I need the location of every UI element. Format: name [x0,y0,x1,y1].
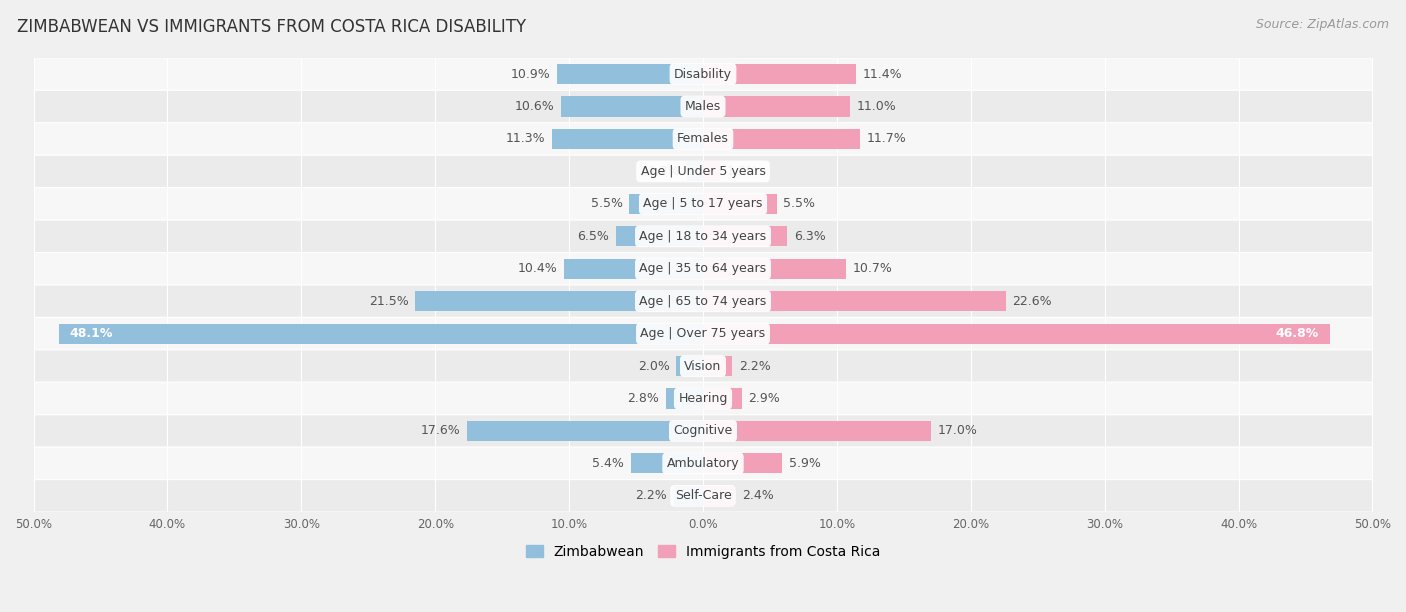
Text: Age | Over 75 years: Age | Over 75 years [641,327,765,340]
Text: 21.5%: 21.5% [368,295,408,308]
FancyBboxPatch shape [34,447,1372,480]
Text: 22.6%: 22.6% [1012,295,1052,308]
Text: 2.4%: 2.4% [742,490,773,502]
FancyBboxPatch shape [34,382,1372,415]
Bar [564,259,703,279]
Text: Hearing: Hearing [678,392,728,405]
FancyBboxPatch shape [34,285,1372,318]
Text: 17.6%: 17.6% [420,425,461,438]
Text: 6.5%: 6.5% [578,230,609,243]
Bar [703,356,733,376]
FancyBboxPatch shape [34,123,1372,155]
Text: 11.7%: 11.7% [866,132,905,146]
Text: 6.3%: 6.3% [794,230,825,243]
FancyBboxPatch shape [34,415,1372,447]
FancyBboxPatch shape [34,155,1372,188]
Text: 2.2%: 2.2% [636,490,666,502]
FancyBboxPatch shape [34,58,1372,91]
FancyBboxPatch shape [34,480,1372,512]
Bar [703,97,851,116]
FancyBboxPatch shape [34,91,1372,123]
Text: 1.2%: 1.2% [648,165,681,178]
Bar [703,291,1005,312]
Bar [665,389,703,409]
Text: Vision: Vision [685,360,721,373]
Text: 10.9%: 10.9% [510,67,550,81]
Text: 10.4%: 10.4% [517,262,557,275]
Bar [616,226,703,247]
Bar [703,129,859,149]
Bar [415,291,703,312]
Text: Males: Males [685,100,721,113]
Bar [703,162,720,182]
Text: 5.5%: 5.5% [591,197,623,211]
Text: Cognitive: Cognitive [673,425,733,438]
Text: 11.4%: 11.4% [862,67,903,81]
Text: Age | 18 to 34 years: Age | 18 to 34 years [640,230,766,243]
Bar [703,421,931,441]
Text: Ambulatory: Ambulatory [666,457,740,470]
Text: Source: ZipAtlas.com: Source: ZipAtlas.com [1256,18,1389,31]
Text: 5.9%: 5.9% [789,457,821,470]
Bar [703,453,782,474]
FancyBboxPatch shape [34,188,1372,220]
Text: 1.3%: 1.3% [727,165,759,178]
Bar [703,259,846,279]
Bar [688,162,703,182]
Text: Age | 65 to 74 years: Age | 65 to 74 years [640,295,766,308]
Text: Age | Under 5 years: Age | Under 5 years [641,165,765,178]
Text: 2.8%: 2.8% [627,392,659,405]
Text: Age | 35 to 64 years: Age | 35 to 64 years [640,262,766,275]
Bar [673,486,703,506]
Text: 48.1%: 48.1% [70,327,112,340]
Bar [467,421,703,441]
Text: 5.4%: 5.4% [592,457,624,470]
Bar [561,97,703,116]
Bar [703,194,776,214]
Bar [59,324,703,344]
Bar [703,226,787,247]
Text: 5.5%: 5.5% [783,197,815,211]
Text: 11.0%: 11.0% [858,100,897,113]
FancyBboxPatch shape [34,318,1372,350]
Text: Disability: Disability [673,67,733,81]
Legend: Zimbabwean, Immigrants from Costa Rica: Zimbabwean, Immigrants from Costa Rica [520,539,886,564]
FancyBboxPatch shape [34,220,1372,253]
FancyBboxPatch shape [34,253,1372,285]
Text: 2.0%: 2.0% [638,360,669,373]
Text: 2.9%: 2.9% [748,392,780,405]
Text: 46.8%: 46.8% [1275,327,1319,340]
Bar [551,129,703,149]
Bar [703,389,742,409]
FancyBboxPatch shape [34,350,1372,382]
Text: 2.2%: 2.2% [740,360,770,373]
Text: 10.6%: 10.6% [515,100,554,113]
Bar [703,486,735,506]
Text: 17.0%: 17.0% [938,425,977,438]
Text: 10.7%: 10.7% [853,262,893,275]
Text: 11.3%: 11.3% [505,132,546,146]
Bar [703,324,1330,344]
Text: Age | 5 to 17 years: Age | 5 to 17 years [644,197,762,211]
Text: Self-Care: Self-Care [675,490,731,502]
Text: ZIMBABWEAN VS IMMIGRANTS FROM COSTA RICA DISABILITY: ZIMBABWEAN VS IMMIGRANTS FROM COSTA RICA… [17,18,526,36]
Text: Females: Females [678,132,728,146]
Bar [703,64,856,84]
Bar [630,194,703,214]
Bar [676,356,703,376]
Bar [557,64,703,84]
Bar [631,453,703,474]
